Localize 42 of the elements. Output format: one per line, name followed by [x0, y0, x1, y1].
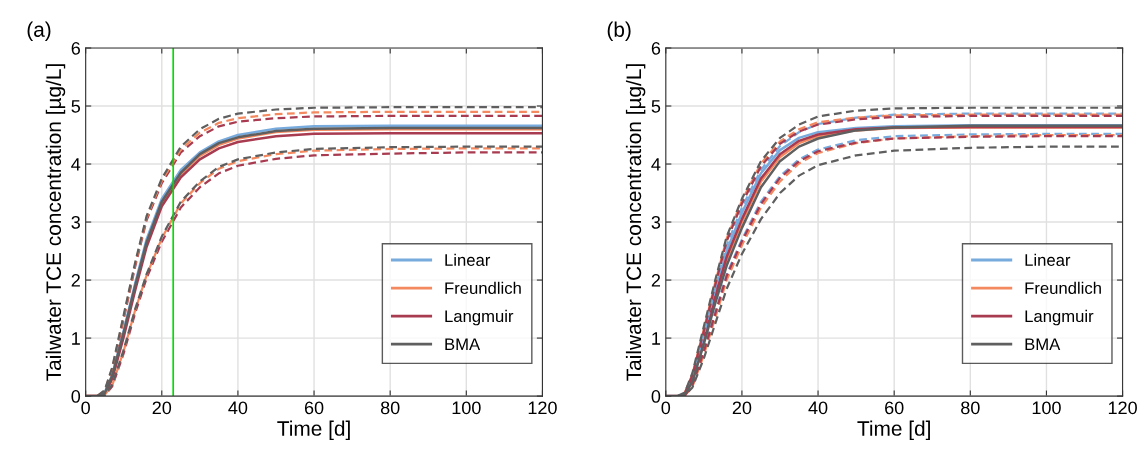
x-tick-label: 80 — [380, 401, 400, 415]
legend-label: Langmuir — [445, 309, 514, 326]
y-tick-label: 4 — [651, 158, 661, 171]
legend-label: Freundlich — [1025, 281, 1101, 295]
x-tick-label: 20 — [732, 401, 752, 415]
x-tick-label: 40 — [228, 401, 248, 415]
y-tick-label: 0 — [651, 390, 661, 403]
legend-label: Linear — [445, 253, 491, 266]
legend-label: BMA — [445, 338, 481, 350]
x-tick-label: 60 — [885, 401, 904, 415]
x-tick-label: 20 — [152, 401, 172, 415]
y-tick-label: 6 — [71, 41, 80, 55]
legend-label: Linear — [1025, 253, 1071, 266]
y-tick-label: 5 — [651, 100, 661, 113]
x-tick-label: 100 — [1032, 401, 1061, 415]
x-tick-label: 120 — [528, 401, 557, 415]
y-axis-title: Tailwater TCE concentration [µg/L] — [625, 64, 646, 381]
legend-label: Freundlich — [445, 281, 521, 295]
y-tick-label: 0 — [71, 390, 81, 403]
y-tick-label: 2 — [651, 274, 661, 287]
y-tick-label: 1 — [72, 332, 80, 345]
x-tick-label: 100 — [452, 401, 481, 415]
y-tick-label: 5 — [71, 100, 81, 113]
x-tick-label: 0 — [661, 401, 671, 415]
x-axis-title: Time [d] — [857, 420, 930, 440]
x-tick-label: 60 — [304, 401, 324, 415]
x-tick-label: 0 — [81, 401, 90, 415]
x-axis-title: Time [d] — [277, 420, 350, 440]
x-tick-label: 120 — [1108, 401, 1137, 415]
y-tick-label: 3 — [71, 215, 80, 229]
text: (a) — [27, 21, 51, 42]
y-tick-label: 2 — [71, 274, 80, 287]
y-tick-label: 4 — [71, 158, 81, 171]
y-tick-label: 3 — [651, 215, 661, 229]
legend-label: BMA — [1025, 338, 1061, 350]
y-tick-label: 1 — [652, 332, 661, 345]
y-tick-label: 6 — [651, 41, 661, 55]
legend-label: Langmuir — [1025, 309, 1094, 326]
x-tick-label: 80 — [961, 401, 980, 415]
x-tick-label: 40 — [808, 401, 828, 415]
text: (b) — [607, 21, 631, 42]
y-axis-title: Tailwater TCE concentration [µg/L] — [45, 64, 66, 381]
